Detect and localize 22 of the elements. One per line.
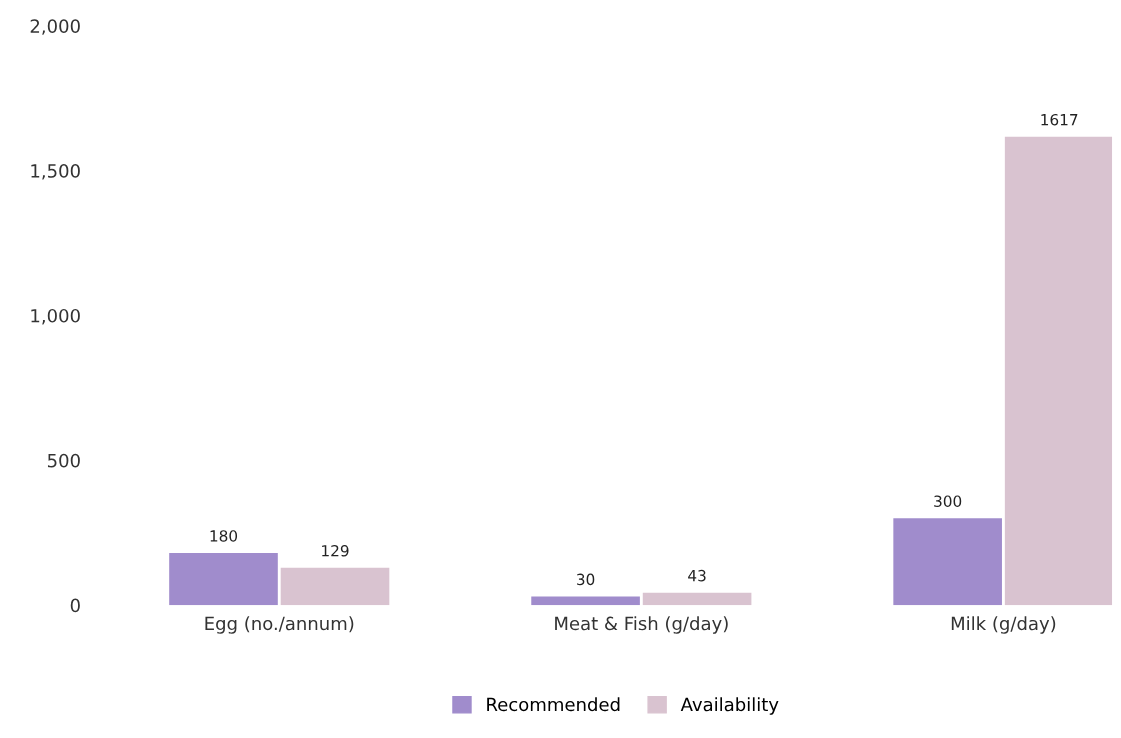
y-tick-label: 2,000 — [30, 19, 80, 35]
bar — [1004, 136, 1113, 606]
y-tick-label: 1,000 — [31, 308, 80, 325]
data-label: 1617 — [1041, 113, 1078, 126]
legend-label: Availability — [680, 697, 779, 715]
y-tick-label: 1,500 — [31, 164, 80, 180]
x-tick-label: Milk (g/day) — [951, 616, 1056, 634]
y-tick-label: 500 — [47, 453, 80, 468]
data-label: 129 — [322, 544, 349, 557]
data-label: 30 — [577, 573, 595, 586]
data-label: 43 — [688, 569, 706, 582]
y-tick-label: 0 — [70, 598, 80, 613]
x-tick-label: Meat & Fish (g/day) — [555, 616, 728, 634]
bar — [531, 596, 640, 606]
data-label: 180 — [210, 530, 238, 542]
data-label: 300 — [934, 495, 962, 507]
legend-label: Recommended — [487, 697, 620, 712]
bar — [280, 567, 390, 606]
bar — [169, 553, 278, 606]
bar — [642, 592, 752, 606]
bar — [893, 518, 1002, 606]
x-tick-label: Egg (no./annum) — [205, 616, 354, 634]
